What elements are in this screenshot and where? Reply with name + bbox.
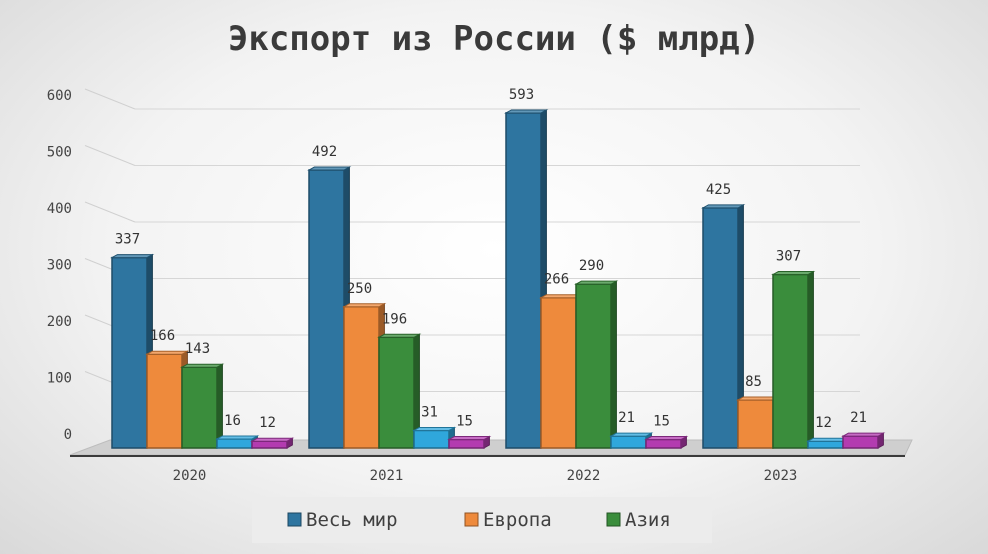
bar-front xyxy=(146,353,183,449)
bar-front xyxy=(505,112,542,449)
bar-side xyxy=(610,280,617,449)
bar-top xyxy=(841,432,886,437)
bar-top xyxy=(609,432,654,437)
data-label: 492 xyxy=(312,144,337,160)
bar-front xyxy=(378,336,415,449)
bar-front xyxy=(251,440,288,449)
bar-Весь мир xyxy=(307,166,352,449)
data-label: 31 xyxy=(421,404,438,420)
data-label: 15 xyxy=(653,414,670,430)
x-tick-label: 2021 xyxy=(370,468,404,484)
bar-top xyxy=(307,166,352,171)
bar-top xyxy=(110,254,155,259)
bar-front xyxy=(842,435,879,449)
data-label: 85 xyxy=(745,374,762,390)
bar-front xyxy=(111,256,148,449)
bar-top xyxy=(644,436,689,441)
x-tick-label: 2022 xyxy=(567,468,601,484)
data-label: 21 xyxy=(850,410,867,426)
data-label: 16 xyxy=(224,413,241,429)
bar-top xyxy=(145,350,190,355)
data-label: 21 xyxy=(618,410,635,426)
data-label: 337 xyxy=(115,232,140,248)
y-tick-label: 0 xyxy=(64,427,72,443)
bar-top xyxy=(180,363,225,368)
bar-Азия xyxy=(574,280,619,449)
bar-top xyxy=(447,436,492,441)
bar-front xyxy=(181,366,218,449)
data-label: 143 xyxy=(185,341,210,357)
x-tick-label: 2020 xyxy=(173,468,207,484)
bar-top xyxy=(412,426,457,431)
gridline-diagonal xyxy=(84,88,136,110)
legend-swatch xyxy=(464,512,479,527)
bar-top xyxy=(342,303,387,308)
data-label: 593 xyxy=(509,87,534,103)
legend-label: Европа xyxy=(483,509,552,531)
legend-label: Весь мир xyxy=(306,509,398,531)
bar-Весь мир xyxy=(701,204,746,449)
bar-side xyxy=(216,363,223,449)
bar-series-5 xyxy=(841,432,886,449)
bar-front xyxy=(645,438,682,449)
bar-front xyxy=(448,438,485,449)
x-tick-label: 2023 xyxy=(764,468,798,484)
bar-front xyxy=(610,435,647,449)
bar-top xyxy=(701,204,746,209)
data-label: 290 xyxy=(579,258,604,274)
y-tick-label: 500 xyxy=(47,145,72,161)
data-label: 15 xyxy=(456,414,473,430)
gridline-diagonal xyxy=(84,145,136,166)
bar-front xyxy=(807,440,844,449)
data-label: 250 xyxy=(347,281,372,297)
bar-front xyxy=(413,429,450,449)
y-tick-label: 100 xyxy=(47,371,72,387)
bar-front xyxy=(737,399,774,449)
bar-front xyxy=(575,283,612,449)
bar-side xyxy=(807,270,814,449)
gridline-diagonal xyxy=(84,201,136,223)
legend-label: Азия xyxy=(625,509,671,531)
data-label: 307 xyxy=(776,249,801,265)
chart-title: Экспорт из России ($ млрд) xyxy=(228,19,760,59)
legend-swatch xyxy=(287,512,302,527)
y-tick-label: 600 xyxy=(47,88,72,104)
bar-front xyxy=(772,273,809,449)
bar-front xyxy=(308,169,345,449)
bar-Азия xyxy=(771,270,816,449)
data-label: 266 xyxy=(544,272,569,288)
data-label: 196 xyxy=(382,311,407,327)
bar-front xyxy=(702,207,739,449)
y-tick-label: 400 xyxy=(47,201,72,217)
bar-series-5 xyxy=(447,435,492,449)
bar-series-5 xyxy=(644,435,689,449)
y-tick-label: 200 xyxy=(47,314,72,330)
legend-swatch xyxy=(606,512,621,527)
bar-top xyxy=(504,109,549,114)
bar-top xyxy=(215,435,260,440)
bar-top xyxy=(250,437,295,442)
data-label: 12 xyxy=(815,415,832,431)
bar-series-5 xyxy=(250,437,295,449)
data-label: 12 xyxy=(259,415,276,431)
bar-front xyxy=(540,296,577,449)
data-label: 166 xyxy=(150,328,175,344)
y-tick-label: 300 xyxy=(47,258,72,274)
bar-top xyxy=(574,280,619,285)
bar-Азия xyxy=(180,363,225,449)
bar-top xyxy=(377,333,422,338)
bar-Азия xyxy=(377,333,422,449)
bar-front xyxy=(343,306,380,449)
legend-box xyxy=(252,497,712,543)
bar-front xyxy=(216,438,253,449)
bar-top xyxy=(771,271,816,276)
data-label: 425 xyxy=(706,182,731,198)
